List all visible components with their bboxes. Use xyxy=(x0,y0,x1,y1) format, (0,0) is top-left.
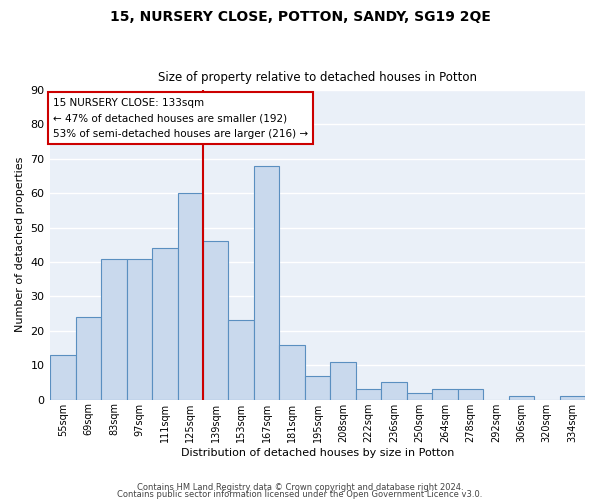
Bar xyxy=(203,242,229,400)
Bar xyxy=(560,396,585,400)
Bar xyxy=(432,390,458,400)
Bar xyxy=(178,193,203,400)
Bar xyxy=(509,396,534,400)
Bar xyxy=(127,258,152,400)
Title: Size of property relative to detached houses in Potton: Size of property relative to detached ho… xyxy=(158,72,477,85)
Bar xyxy=(101,258,127,400)
Bar xyxy=(356,390,381,400)
Bar xyxy=(50,355,76,400)
Bar xyxy=(331,362,356,400)
Y-axis label: Number of detached properties: Number of detached properties xyxy=(15,157,25,332)
Bar xyxy=(254,166,280,400)
Bar xyxy=(407,393,432,400)
Text: 15, NURSERY CLOSE, POTTON, SANDY, SG19 2QE: 15, NURSERY CLOSE, POTTON, SANDY, SG19 2… xyxy=(110,10,490,24)
Bar xyxy=(152,248,178,400)
Bar xyxy=(458,390,483,400)
Bar xyxy=(280,344,305,400)
Text: Contains public sector information licensed under the Open Government Licence v3: Contains public sector information licen… xyxy=(118,490,482,499)
X-axis label: Distribution of detached houses by size in Potton: Distribution of detached houses by size … xyxy=(181,448,454,458)
Bar xyxy=(381,382,407,400)
Text: Contains HM Land Registry data © Crown copyright and database right 2024.: Contains HM Land Registry data © Crown c… xyxy=(137,484,463,492)
Bar xyxy=(229,320,254,400)
Bar xyxy=(305,376,331,400)
Bar xyxy=(76,317,101,400)
Text: 15 NURSERY CLOSE: 133sqm
← 47% of detached houses are smaller (192)
53% of semi-: 15 NURSERY CLOSE: 133sqm ← 47% of detach… xyxy=(53,98,308,139)
